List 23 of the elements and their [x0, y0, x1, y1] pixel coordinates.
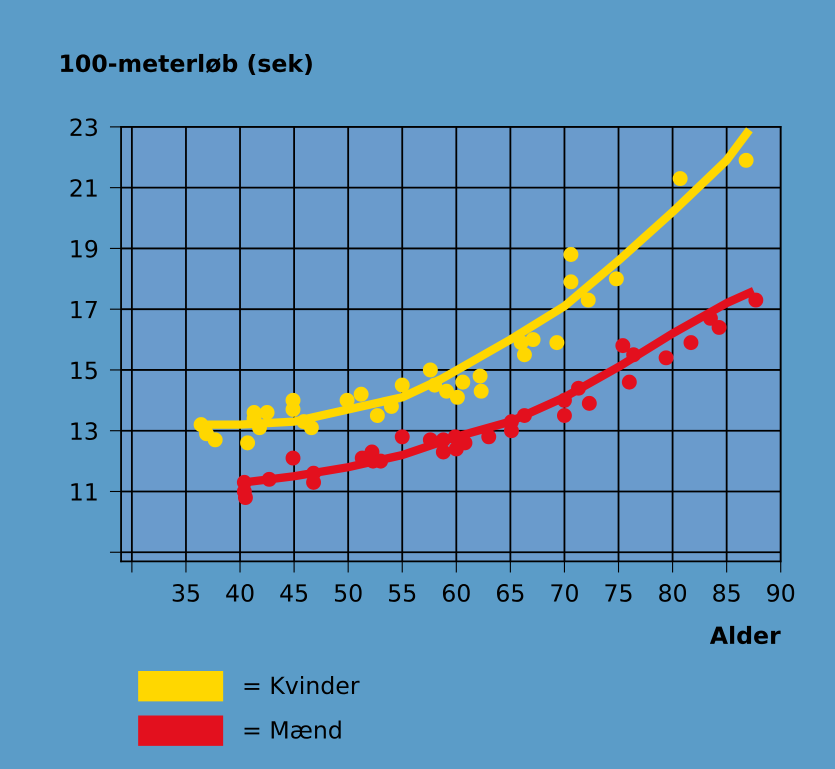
x-axis-title: Alder: [710, 626, 781, 644]
x-tick-label: 60: [442, 584, 470, 602]
x-tick-label: 50: [334, 584, 362, 602]
x-tick-label: 75: [605, 584, 632, 602]
y-tick-label: 19: [71, 240, 98, 258]
x-tick-label: 85: [713, 584, 740, 602]
x-tick-label: 45: [280, 584, 308, 602]
y-tick-label: 21: [70, 179, 97, 197]
x-tick-label: 70: [551, 584, 578, 602]
x-tick-label: 55: [389, 584, 416, 602]
legend-label: = Kvinder: [244, 676, 360, 694]
y-tick-label: 23: [70, 118, 97, 136]
y-tick-label: 11: [71, 483, 97, 500]
x-tick-label: 65: [497, 584, 524, 602]
y-tick-label: 17: [71, 300, 97, 318]
y-tick-label: 15: [71, 362, 97, 380]
chart-title: 100-meterløb (sek): [61, 54, 312, 75]
x-tick-label: 90: [767, 584, 794, 602]
x-tick-label: 80: [659, 584, 686, 602]
x-tick-label: 35: [172, 584, 199, 602]
y-tick-label: 13: [71, 422, 97, 440]
legend-label: = Mænd: [244, 720, 341, 739]
x-tick-label: 40: [226, 584, 254, 602]
